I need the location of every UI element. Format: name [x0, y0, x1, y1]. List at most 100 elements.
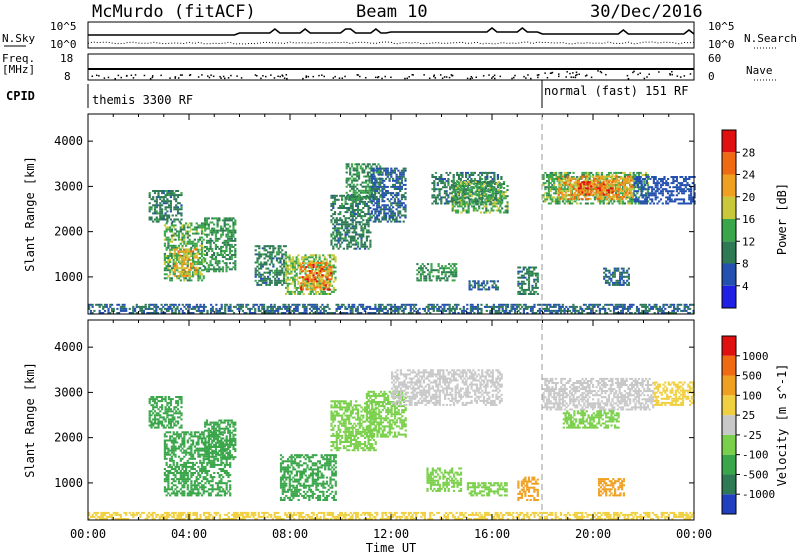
- range-gate-cell: [658, 188, 661, 191]
- range-gate-cell: [342, 239, 345, 242]
- range-gate-cell: [395, 216, 398, 219]
- range-gate-cell: [155, 190, 158, 192]
- range-gate-cell: [216, 245, 219, 248]
- range-gate-cell: [434, 188, 438, 191]
- range-gate-cell: [322, 290, 325, 293]
- nave-point: [590, 76, 593, 79]
- range-gate-cell: [531, 293, 534, 295]
- range-gate-cell: [483, 205, 486, 208]
- range-gate-cell: [256, 253, 259, 256]
- range-gate-cell: [346, 225, 349, 228]
- range-gate-cell: [363, 181, 366, 184]
- range-gate-cell: [258, 245, 261, 248]
- range-gate-cell: [151, 307, 154, 310]
- range-gate-cell: [553, 180, 556, 183]
- range-gate-cell: [534, 290, 538, 293]
- range-gate-cell: [132, 305, 135, 308]
- range-gate-cell: [224, 303, 227, 306]
- range-gate-cell: [169, 228, 172, 231]
- range-gate-cell: [423, 279, 426, 282]
- range-gate-cell: [402, 173, 405, 176]
- range-gate-cell: [368, 177, 371, 180]
- range-gate-cell: [471, 191, 474, 194]
- range-gate-cell: [180, 192, 183, 195]
- range-gate-cell: [381, 171, 384, 174]
- range-gate-cell: [293, 278, 296, 281]
- range-gate-cell: [599, 182, 602, 185]
- range-gate-cell: [487, 185, 490, 187]
- range-gate-cell: [270, 245, 273, 248]
- range-gate-cell: [157, 204, 160, 207]
- range-gate-cell: [607, 175, 610, 178]
- range-gate-cell: [330, 196, 333, 199]
- range-gate-cell: [630, 175, 633, 178]
- range-gate-cell: [602, 202, 605, 205]
- range-gate-cell: [617, 283, 620, 286]
- range-gate-cell: [342, 247, 345, 250]
- range-gate-cell: [272, 251, 275, 254]
- range-gate-cell: [388, 192, 391, 195]
- range-gate-cell: [587, 197, 590, 200]
- range-gate-cell: [627, 275, 630, 278]
- range-gate-cell: [611, 181, 614, 184]
- range-gate-cell: [323, 268, 326, 271]
- range-gate-cell: [295, 256, 298, 259]
- range-gate-cell: [305, 278, 308, 281]
- range-gate-cell: [469, 191, 472, 194]
- range-gate-cell: [612, 179, 615, 182]
- range-gate-cell: [495, 199, 498, 202]
- nave-point: [374, 76, 377, 79]
- range-gate-cell: [263, 257, 266, 260]
- range-gate-cell: [569, 200, 572, 203]
- range-gate-cell: [213, 254, 216, 256]
- range-gate-cell: [302, 256, 305, 259]
- range-gate-cell: [388, 210, 391, 213]
- range-gate-cell: [533, 290, 536, 293]
- range-gate-cell: [522, 266, 525, 269]
- range-gate-cell: [205, 270, 209, 273]
- range-gate-cell: [337, 213, 340, 216]
- range-gate-cell: [323, 266, 326, 268]
- range-gate-cell: [645, 180, 648, 183]
- range-gate-cell: [584, 179, 587, 182]
- range-gate-cell: [162, 196, 165, 199]
- range-gate-cell: [179, 222, 182, 225]
- range-gate-cell: [645, 176, 648, 178]
- range-gate-cell: [611, 174, 614, 176]
- range-gate-cell: [369, 207, 372, 209]
- range-gate-cell: [397, 220, 400, 223]
- range-gate-cell: [565, 171, 568, 174]
- range-gate-cell: [527, 288, 531, 291]
- range-gate-cell: [375, 165, 378, 168]
- range-gate-cell: [228, 219, 232, 222]
- range-gate-cell: [232, 227, 235, 230]
- range-gate-cell: [134, 309, 137, 312]
- range-gate-cell: [633, 190, 636, 193]
- range-gate-cell: [646, 174, 649, 176]
- range-gate-cell: [377, 163, 380, 166]
- range-gate-cell: [275, 269, 279, 272]
- range-gate-cell: [606, 178, 609, 180]
- range-gate-cell: [456, 205, 460, 208]
- range-gate-cell: [693, 176, 696, 178]
- range-gate-cell: [604, 273, 608, 276]
- range-gate-cell: [629, 171, 632, 174]
- range-gate-cell: [195, 266, 198, 269]
- range-gate-cell: [531, 270, 534, 273]
- range-gate-cell: [633, 194, 636, 197]
- nave-point: [633, 70, 635, 73]
- range-gate-cell: [330, 202, 333, 205]
- range-gate-cell: [442, 196, 445, 199]
- range-gate-cell: [309, 282, 312, 285]
- range-gate-cell: [370, 173, 373, 176]
- range-gate-cell: [228, 250, 232, 252]
- range-gate-cell: [594, 187, 597, 190]
- range-gate-cell: [286, 266, 289, 269]
- nave-point: [569, 72, 571, 75]
- range-gate-cell: [665, 196, 668, 199]
- range-gate-cell: [185, 222, 188, 225]
- range-gate-cell: [572, 171, 575, 174]
- range-gate-cell: [381, 181, 384, 184]
- range-gate-cell: [230, 233, 233, 236]
- range-gate-cell: [197, 257, 200, 259]
